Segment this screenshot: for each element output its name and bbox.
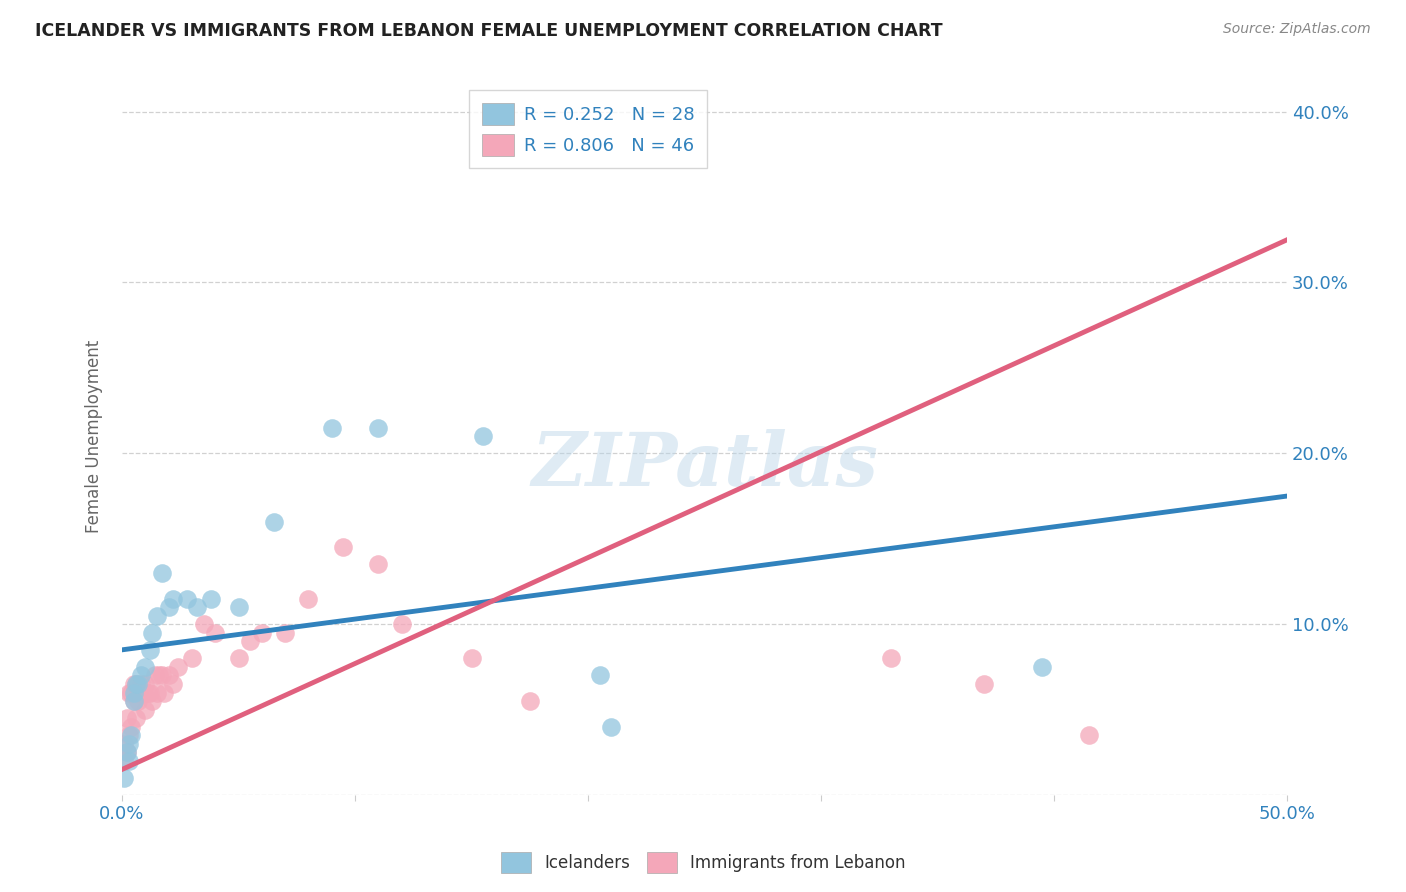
Point bbox=[274, 625, 297, 640]
Point bbox=[122, 694, 145, 708]
Point bbox=[112, 754, 135, 768]
Point bbox=[200, 591, 222, 606]
Point bbox=[228, 600, 250, 615]
Point bbox=[115, 745, 138, 759]
Point bbox=[181, 651, 204, 665]
Point bbox=[150, 566, 173, 580]
Legend: Icelanders, Immigrants from Lebanon: Icelanders, Immigrants from Lebanon bbox=[494, 846, 912, 880]
Point bbox=[204, 625, 226, 640]
Point bbox=[1078, 728, 1101, 742]
Point bbox=[120, 720, 142, 734]
Point bbox=[118, 754, 141, 768]
Point bbox=[129, 685, 152, 699]
Point bbox=[132, 685, 155, 699]
Point bbox=[127, 677, 149, 691]
Point bbox=[148, 668, 170, 682]
Y-axis label: Female Unemployment: Female Unemployment bbox=[86, 340, 103, 533]
Point bbox=[118, 685, 141, 699]
Point bbox=[367, 558, 389, 572]
Point bbox=[176, 591, 198, 606]
Point bbox=[136, 685, 159, 699]
Point bbox=[391, 617, 413, 632]
Point bbox=[118, 737, 141, 751]
Point bbox=[122, 677, 145, 691]
Point bbox=[125, 677, 148, 691]
Point bbox=[134, 677, 156, 691]
Point bbox=[129, 668, 152, 682]
Point bbox=[139, 643, 162, 657]
Point bbox=[167, 660, 190, 674]
Point bbox=[297, 591, 319, 606]
Point bbox=[115, 745, 138, 759]
Point bbox=[162, 591, 184, 606]
Point bbox=[134, 703, 156, 717]
Point bbox=[472, 429, 495, 443]
Point bbox=[157, 600, 180, 615]
Point bbox=[129, 677, 152, 691]
Point bbox=[250, 625, 273, 640]
Point bbox=[122, 685, 145, 699]
Point bbox=[589, 668, 612, 682]
Point bbox=[332, 541, 354, 555]
Point bbox=[519, 694, 541, 708]
Point bbox=[973, 677, 995, 691]
Point bbox=[120, 728, 142, 742]
Point bbox=[162, 677, 184, 691]
Point bbox=[112, 771, 135, 785]
Point bbox=[141, 694, 163, 708]
Point bbox=[127, 694, 149, 708]
Point bbox=[125, 711, 148, 725]
Point bbox=[134, 660, 156, 674]
Point bbox=[150, 668, 173, 682]
Point bbox=[120, 685, 142, 699]
Point bbox=[141, 625, 163, 640]
Text: ICELANDER VS IMMIGRANTS FROM LEBANON FEMALE UNEMPLOYMENT CORRELATION CHART: ICELANDER VS IMMIGRANTS FROM LEBANON FEM… bbox=[35, 22, 943, 40]
Point bbox=[143, 668, 166, 682]
Point bbox=[1031, 660, 1053, 674]
Point bbox=[146, 685, 169, 699]
Point bbox=[239, 634, 262, 648]
Point bbox=[263, 515, 285, 529]
Point bbox=[122, 694, 145, 708]
Point bbox=[127, 685, 149, 699]
Point bbox=[460, 651, 482, 665]
Text: Source: ZipAtlas.com: Source: ZipAtlas.com bbox=[1223, 22, 1371, 37]
Point bbox=[228, 651, 250, 665]
Point bbox=[157, 668, 180, 682]
Point bbox=[112, 737, 135, 751]
Point bbox=[125, 677, 148, 691]
Point bbox=[880, 651, 903, 665]
Point bbox=[186, 600, 208, 615]
Point bbox=[600, 720, 623, 734]
Point bbox=[115, 711, 138, 725]
Point bbox=[118, 728, 141, 742]
Point bbox=[321, 420, 343, 434]
Legend: R = 0.252   N = 28, R = 0.806   N = 46: R = 0.252 N = 28, R = 0.806 N = 46 bbox=[470, 90, 707, 169]
Text: ZIPatlas: ZIPatlas bbox=[531, 429, 877, 501]
Point bbox=[153, 685, 176, 699]
Point bbox=[367, 420, 389, 434]
Point bbox=[139, 685, 162, 699]
Point bbox=[193, 617, 215, 632]
Point bbox=[146, 608, 169, 623]
